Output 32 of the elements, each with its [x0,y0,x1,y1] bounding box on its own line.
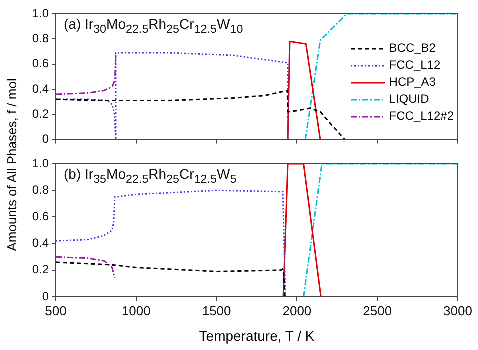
y-tick-label: 0.6 [32,210,50,224]
chart-title: (b) Ir$_{35}$Mo$_{22.5}$Rh$_{25}$Cr$_{12.5}$W$_{5}$ [64,166,237,186]
y-tick-label: 0 [42,289,50,304]
chart-title: (a) Ir$_{30}$Mo$_{22.5}$Rh$_{25}$Cr$_{12.5}$W$_{10}$ [64,16,244,36]
x-tick-label: 3000 [444,303,472,318]
legend-label: FCC_L12#2 [389,108,454,125]
legend-label: LIQUID [389,91,430,108]
line-series [56,256,116,280]
legend-label: FCC_L12 [389,57,441,74]
y-tick-label: 0.4 [32,236,50,250]
y-tick-label: 0.8 [32,31,50,46]
x-tick-label: 2500 [363,303,392,318]
y-tick-label: 0.4 [32,82,50,96]
x-tick-label: 500 [45,303,67,318]
x-tick-label: 1500 [202,303,232,318]
x-tick-label: 1000 [122,303,151,318]
line-series [56,52,117,96]
y-tick-label: 0 [42,132,50,146]
y-tick-label: 0.2 [32,262,50,277]
x-axis-title: Temperature, T / K [199,328,315,344]
line-series [56,262,286,297]
y-tick-label: 1.0 [32,156,50,170]
y-tick-label: 1.0 [32,6,50,20]
line-series [56,90,346,140]
y-tick-label: 0.2 [32,106,50,121]
line-series [56,190,286,297]
y-tick-label: 0.6 [32,56,50,71]
legend-label: HCP_A3 [389,74,436,91]
x-tick-label: 2000 [282,303,312,318]
legend-label: BCC_B2 [389,40,436,57]
y-axis-title: Amounts of All Phases, f / mol [4,78,20,252]
y-tick-label: 0.8 [32,182,50,197]
